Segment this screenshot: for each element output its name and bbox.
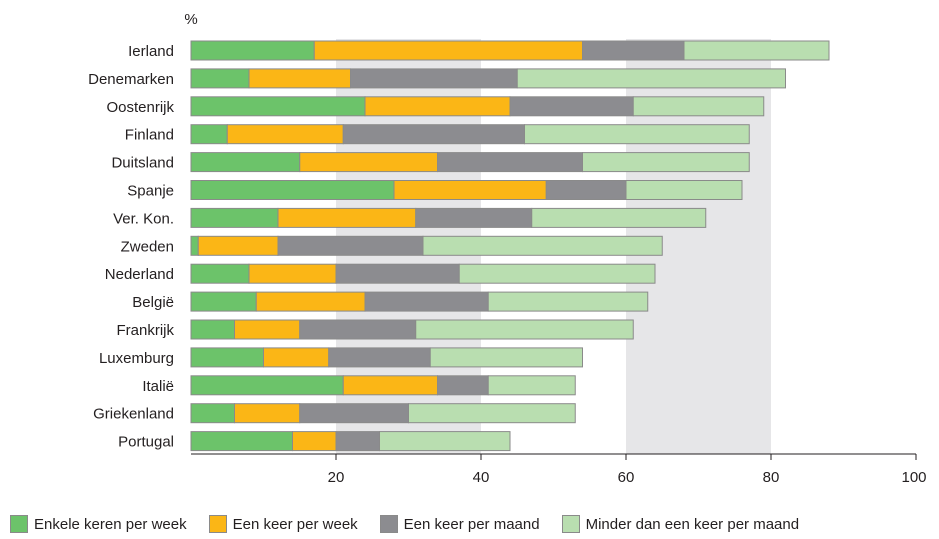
bar-segment bbox=[190, 40, 315, 61]
bar-segment bbox=[683, 40, 830, 61]
bar-segment bbox=[234, 319, 301, 340]
bar-segment bbox=[364, 96, 511, 117]
x-tick-label: 80 bbox=[763, 469, 780, 486]
x-tick-label: 60 bbox=[618, 469, 635, 486]
bar-segment bbox=[226, 124, 344, 145]
bar-segment bbox=[335, 431, 380, 452]
category-labels: Ierland Denemarken Oostenrijk Finland Duitsl… bbox=[88, 43, 174, 451]
bar-segment bbox=[190, 180, 395, 200]
unit-label: % bbox=[184, 11, 197, 28]
x-tick-label: 100 bbox=[901, 469, 926, 486]
bar-segment bbox=[190, 124, 228, 145]
category-label: Portugal bbox=[118, 434, 174, 451]
bar-segment bbox=[487, 291, 649, 312]
bar-segment bbox=[248, 68, 351, 89]
bar-segment bbox=[415, 207, 533, 228]
legend-item-een-keer-week: Een keer per week bbox=[208, 515, 358, 533]
legend-item-minder-dan: Minder dan een keer per maand bbox=[561, 515, 800, 533]
category-label: Frankrijk bbox=[116, 322, 174, 339]
bar-segment bbox=[190, 347, 264, 368]
x-tick-label: 20 bbox=[328, 469, 345, 486]
bar-segment bbox=[545, 180, 627, 200]
category-label: Zweden bbox=[121, 238, 174, 255]
x-tick-label: 40 bbox=[473, 469, 490, 486]
bar-segment bbox=[197, 235, 279, 256]
bar-segment bbox=[292, 431, 337, 452]
bar-segment bbox=[190, 68, 250, 89]
bar-segment bbox=[190, 431, 293, 452]
bar-segment bbox=[393, 180, 547, 200]
bar-segment bbox=[190, 319, 235, 340]
category-label: Luxemburg bbox=[99, 350, 174, 367]
category-label: Ierland bbox=[128, 43, 174, 60]
bar-segment bbox=[313, 40, 583, 61]
bar-segment bbox=[190, 207, 279, 228]
bar-segment bbox=[437, 152, 583, 173]
bar-segment bbox=[255, 291, 366, 312]
bar-segment bbox=[299, 152, 438, 173]
bar-segment bbox=[190, 375, 344, 396]
legend-swatch bbox=[208, 515, 227, 533]
legend-label: Minder dan een keer per maand bbox=[585, 515, 800, 533]
x-axis-ticks: 20 40 60 80 100 bbox=[328, 454, 927, 486]
legend-swatch bbox=[561, 515, 580, 533]
bar-segment bbox=[263, 347, 330, 368]
bar-segment bbox=[524, 124, 750, 145]
bar-segment bbox=[342, 124, 525, 145]
bar-segment bbox=[582, 152, 750, 173]
legend-label: Een keer per week bbox=[232, 515, 358, 533]
category-label: Griekenland bbox=[93, 406, 174, 423]
bar-segment bbox=[379, 431, 511, 452]
stacked-bar-chart: % Ierland Denemarken Oostenrijk Finland Duit… bbox=[88, 11, 927, 486]
legend-label: Enkele keren per week bbox=[34, 515, 187, 533]
category-label: Spanje bbox=[127, 183, 174, 200]
legend-swatch bbox=[379, 515, 398, 533]
bar-segment bbox=[408, 403, 576, 424]
bars bbox=[190, 40, 830, 452]
bar-segment bbox=[277, 235, 424, 256]
bar-segment bbox=[299, 319, 417, 340]
bar-segment bbox=[335, 263, 460, 284]
category-label: België bbox=[132, 294, 174, 311]
bar-segment bbox=[487, 375, 576, 396]
bar-segment bbox=[531, 207, 707, 228]
bar-segment bbox=[190, 263, 250, 284]
category-label: Finland bbox=[125, 127, 174, 144]
category-label: Ver. Kon. bbox=[113, 210, 174, 227]
bar-segment bbox=[582, 40, 685, 61]
legend: Enkele keren per week Een keer per week … bbox=[10, 515, 799, 533]
bar-segment bbox=[632, 96, 765, 117]
bar-segment bbox=[415, 319, 634, 340]
bar-segment bbox=[422, 235, 663, 256]
bar-segment bbox=[516, 68, 786, 89]
category-label: Duitsland bbox=[111, 155, 174, 172]
bar-segment bbox=[437, 375, 489, 396]
bar-segment bbox=[364, 291, 489, 312]
bar-segment bbox=[509, 96, 634, 117]
legend-label: Een keer per maand bbox=[403, 515, 540, 533]
bar-segment bbox=[190, 403, 235, 424]
category-label: Denemarken bbox=[88, 71, 174, 88]
bar-segment bbox=[328, 347, 431, 368]
bar-segment bbox=[248, 263, 337, 284]
category-label: Nederland bbox=[105, 266, 174, 283]
category-label: Oostenrijk bbox=[106, 99, 174, 116]
bar-segment bbox=[234, 403, 301, 424]
bar-segment bbox=[190, 291, 257, 312]
bar-segment bbox=[350, 68, 518, 89]
bar-segment bbox=[277, 207, 417, 228]
bar-segment bbox=[190, 235, 199, 256]
bar-segment bbox=[190, 96, 366, 117]
legend-item-een-keer-maand: Een keer per maand bbox=[379, 515, 540, 533]
bar-segment bbox=[342, 375, 438, 396]
bar-segment bbox=[190, 152, 301, 173]
category-label: Italië bbox=[142, 378, 174, 395]
legend-item-enkele-keren: Enkele keren per week bbox=[10, 515, 187, 533]
bar-segment bbox=[625, 180, 743, 200]
bar-segment bbox=[458, 263, 656, 284]
legend-swatch bbox=[10, 515, 28, 533]
bar-segment bbox=[429, 347, 583, 368]
bar-segment bbox=[299, 403, 409, 424]
